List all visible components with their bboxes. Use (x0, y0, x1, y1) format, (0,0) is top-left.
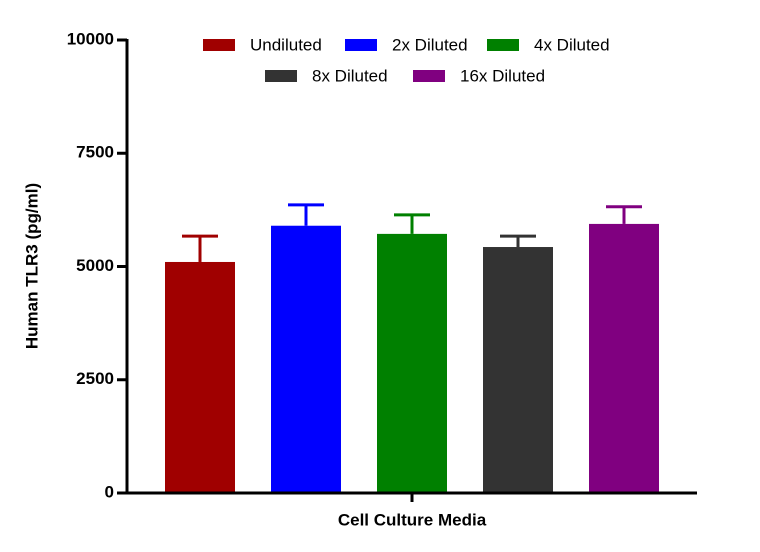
legend-label: Undiluted (250, 35, 322, 54)
legend-label: 4x Diluted (534, 35, 610, 54)
y-tick-label: 7500 (76, 143, 114, 162)
y-tick-label: 2500 (76, 369, 114, 388)
bar (483, 247, 553, 493)
legend-swatch (203, 39, 235, 51)
bar (589, 223, 659, 493)
x-axis-title: Cell Culture Media (338, 510, 487, 529)
legend-swatch (487, 39, 519, 51)
bar (271, 225, 341, 494)
legend-swatch (265, 70, 297, 82)
y-tick-label: 5000 (76, 256, 114, 275)
y-tick-label: 0 (105, 482, 114, 501)
y-tick-label: 10000 (67, 29, 114, 48)
legend-swatch (413, 70, 445, 82)
legend-label: 2x Diluted (392, 35, 468, 54)
legend-swatch (345, 39, 377, 51)
y-axis-title: Human TLR3 (pg/ml) (22, 183, 41, 349)
legend-label: 16x Diluted (460, 66, 545, 85)
bar (377, 233, 447, 493)
legend-label: 8x Diluted (312, 66, 388, 85)
bar (165, 261, 235, 493)
